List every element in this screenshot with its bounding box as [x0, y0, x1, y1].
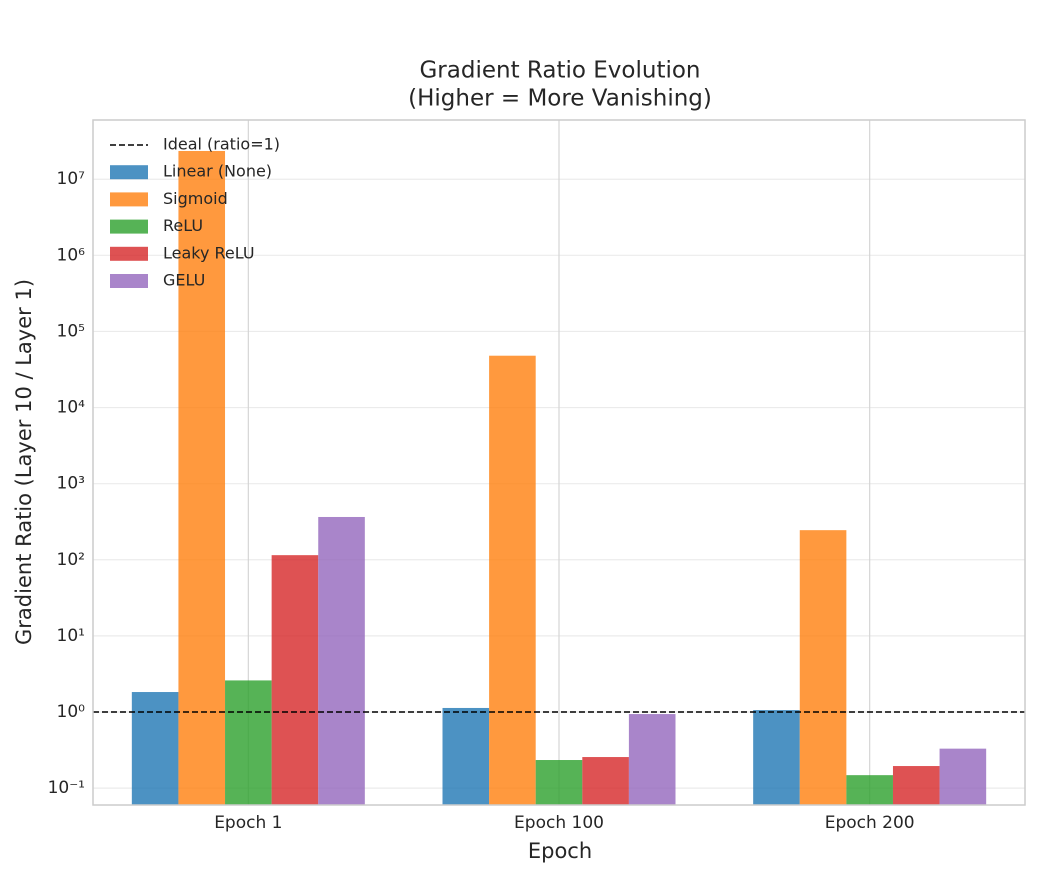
legend-swatch: [110, 192, 148, 207]
bar: [892, 766, 940, 805]
chart-title: Gradient Ratio Evolution: [419, 58, 700, 84]
bar: [442, 707, 490, 805]
legend-swatch: [110, 274, 148, 288]
y-tick-label: 10⁻¹: [48, 778, 85, 798]
bar: [178, 150, 226, 805]
x-tick-label: Epoch 200: [825, 813, 915, 833]
bar: [753, 710, 800, 805]
legend-label: ReLU: [163, 216, 203, 235]
legend-label: Ideal (ratio=1): [163, 135, 280, 154]
bar: [846, 775, 893, 805]
y-tick-label: 10⁵: [57, 321, 85, 341]
bar: [535, 760, 583, 805]
y-tick-label: 10⁷: [57, 169, 86, 189]
bar: [799, 530, 847, 805]
y-tick-label: 10³: [57, 474, 85, 494]
y-tick-label: 10¹: [57, 626, 85, 646]
y-axis-label: Gradient Ratio (Layer 10 / Layer 1): [12, 279, 36, 645]
y-tick-label: 10⁰: [57, 702, 86, 722]
bar: [489, 355, 536, 805]
legend-label: Sigmoid: [163, 189, 228, 208]
legend-label: GELU: [163, 271, 205, 290]
x-tick-label: Epoch 100: [514, 813, 604, 833]
x-tick-label: Epoch 1: [214, 813, 282, 833]
x-axis-label: Epoch: [528, 839, 592, 863]
legend-swatch: [110, 219, 148, 234]
y-tick-label: 10²: [57, 550, 85, 570]
legend-label: Linear (None): [163, 162, 272, 181]
chart-subtitle: (Higher = More Vanishing): [408, 86, 712, 112]
legend-label: Leaky ReLU: [163, 243, 255, 262]
bar: [939, 748, 987, 805]
legend-swatch: [110, 165, 148, 180]
bar: [225, 680, 272, 805]
bar: [271, 555, 319, 805]
y-tick-label: 10⁶: [57, 245, 86, 265]
bar: [131, 692, 179, 805]
bar: [628, 714, 676, 805]
bar: [318, 516, 365, 805]
bar: [582, 757, 629, 805]
legend-swatch: [110, 246, 148, 261]
plot-frame: [92, 119, 1026, 806]
y-tick-label: 10⁴: [57, 398, 86, 418]
